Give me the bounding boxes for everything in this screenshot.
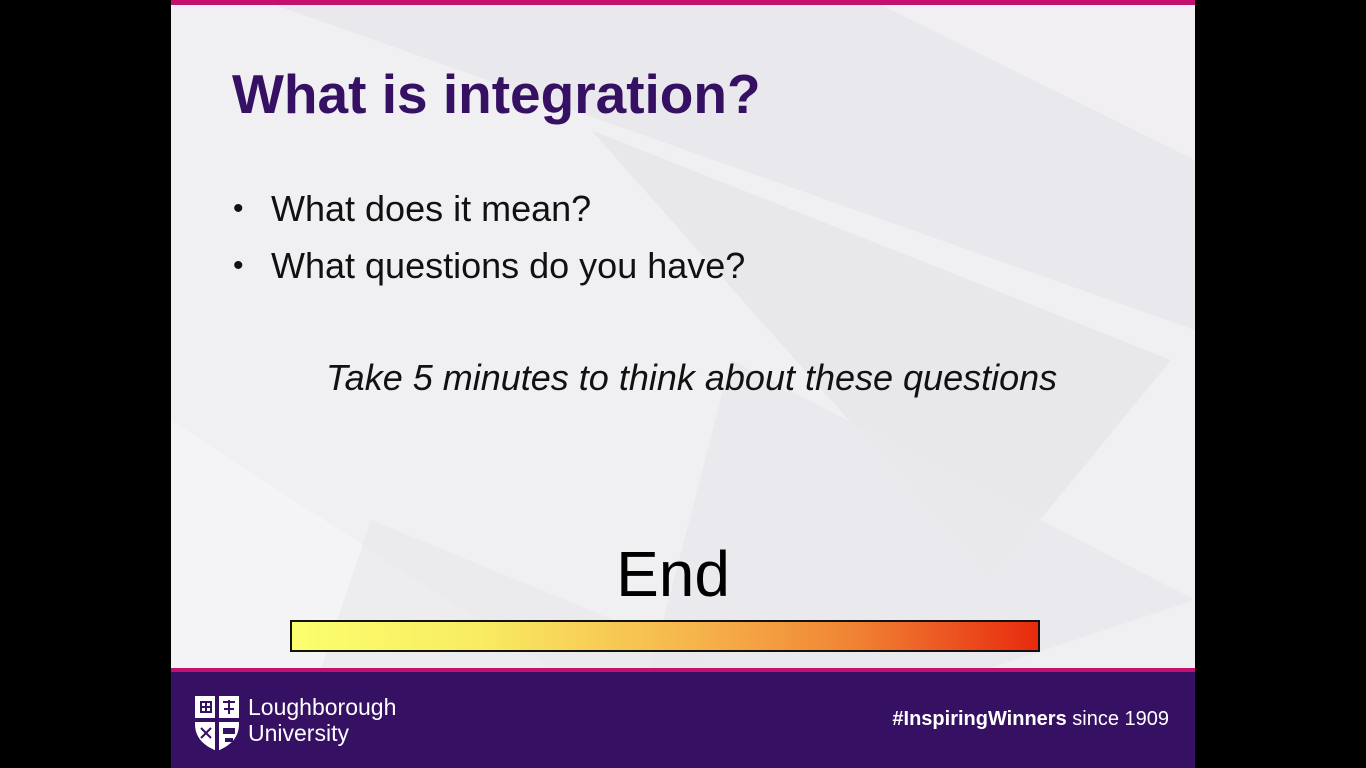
bullet-text: What questions do you have? xyxy=(271,245,746,286)
bullet-item: • What questions do you have? xyxy=(231,243,745,300)
bullet-text: What does it mean? xyxy=(271,188,592,229)
university-crest-icon xyxy=(195,696,239,751)
tagline: #InspiringWinners since 1909 xyxy=(892,708,1169,731)
brand-name: Loughborough University xyxy=(248,694,396,746)
slide-title: What is integration? xyxy=(232,63,761,125)
top-accent-bar xyxy=(171,0,1195,5)
background-shapes xyxy=(171,0,1195,668)
bullet-item: • What does it mean? xyxy=(231,186,745,243)
bullet-dot-icon: • xyxy=(233,192,244,225)
brand-line2: University xyxy=(248,720,349,746)
bullet-list: • What does it mean? • What questions do… xyxy=(231,186,745,300)
timer-label: End xyxy=(171,537,1195,611)
tagline-since: since 1909 xyxy=(1066,708,1169,730)
brand-line1: Loughborough xyxy=(248,694,397,720)
timer-label-text: End xyxy=(616,538,730,610)
timer-progress-bar xyxy=(290,620,1040,652)
instruction-text: Take 5 minutes to think about these ques… xyxy=(326,357,1058,398)
tagline-hashtag: #InspiringWinners xyxy=(892,708,1067,730)
footer: Loughborough University #InspiringWinner… xyxy=(171,668,1195,768)
bullet-dot-icon: • xyxy=(233,249,244,282)
slide: What is integration? • What does it mean… xyxy=(171,0,1195,768)
